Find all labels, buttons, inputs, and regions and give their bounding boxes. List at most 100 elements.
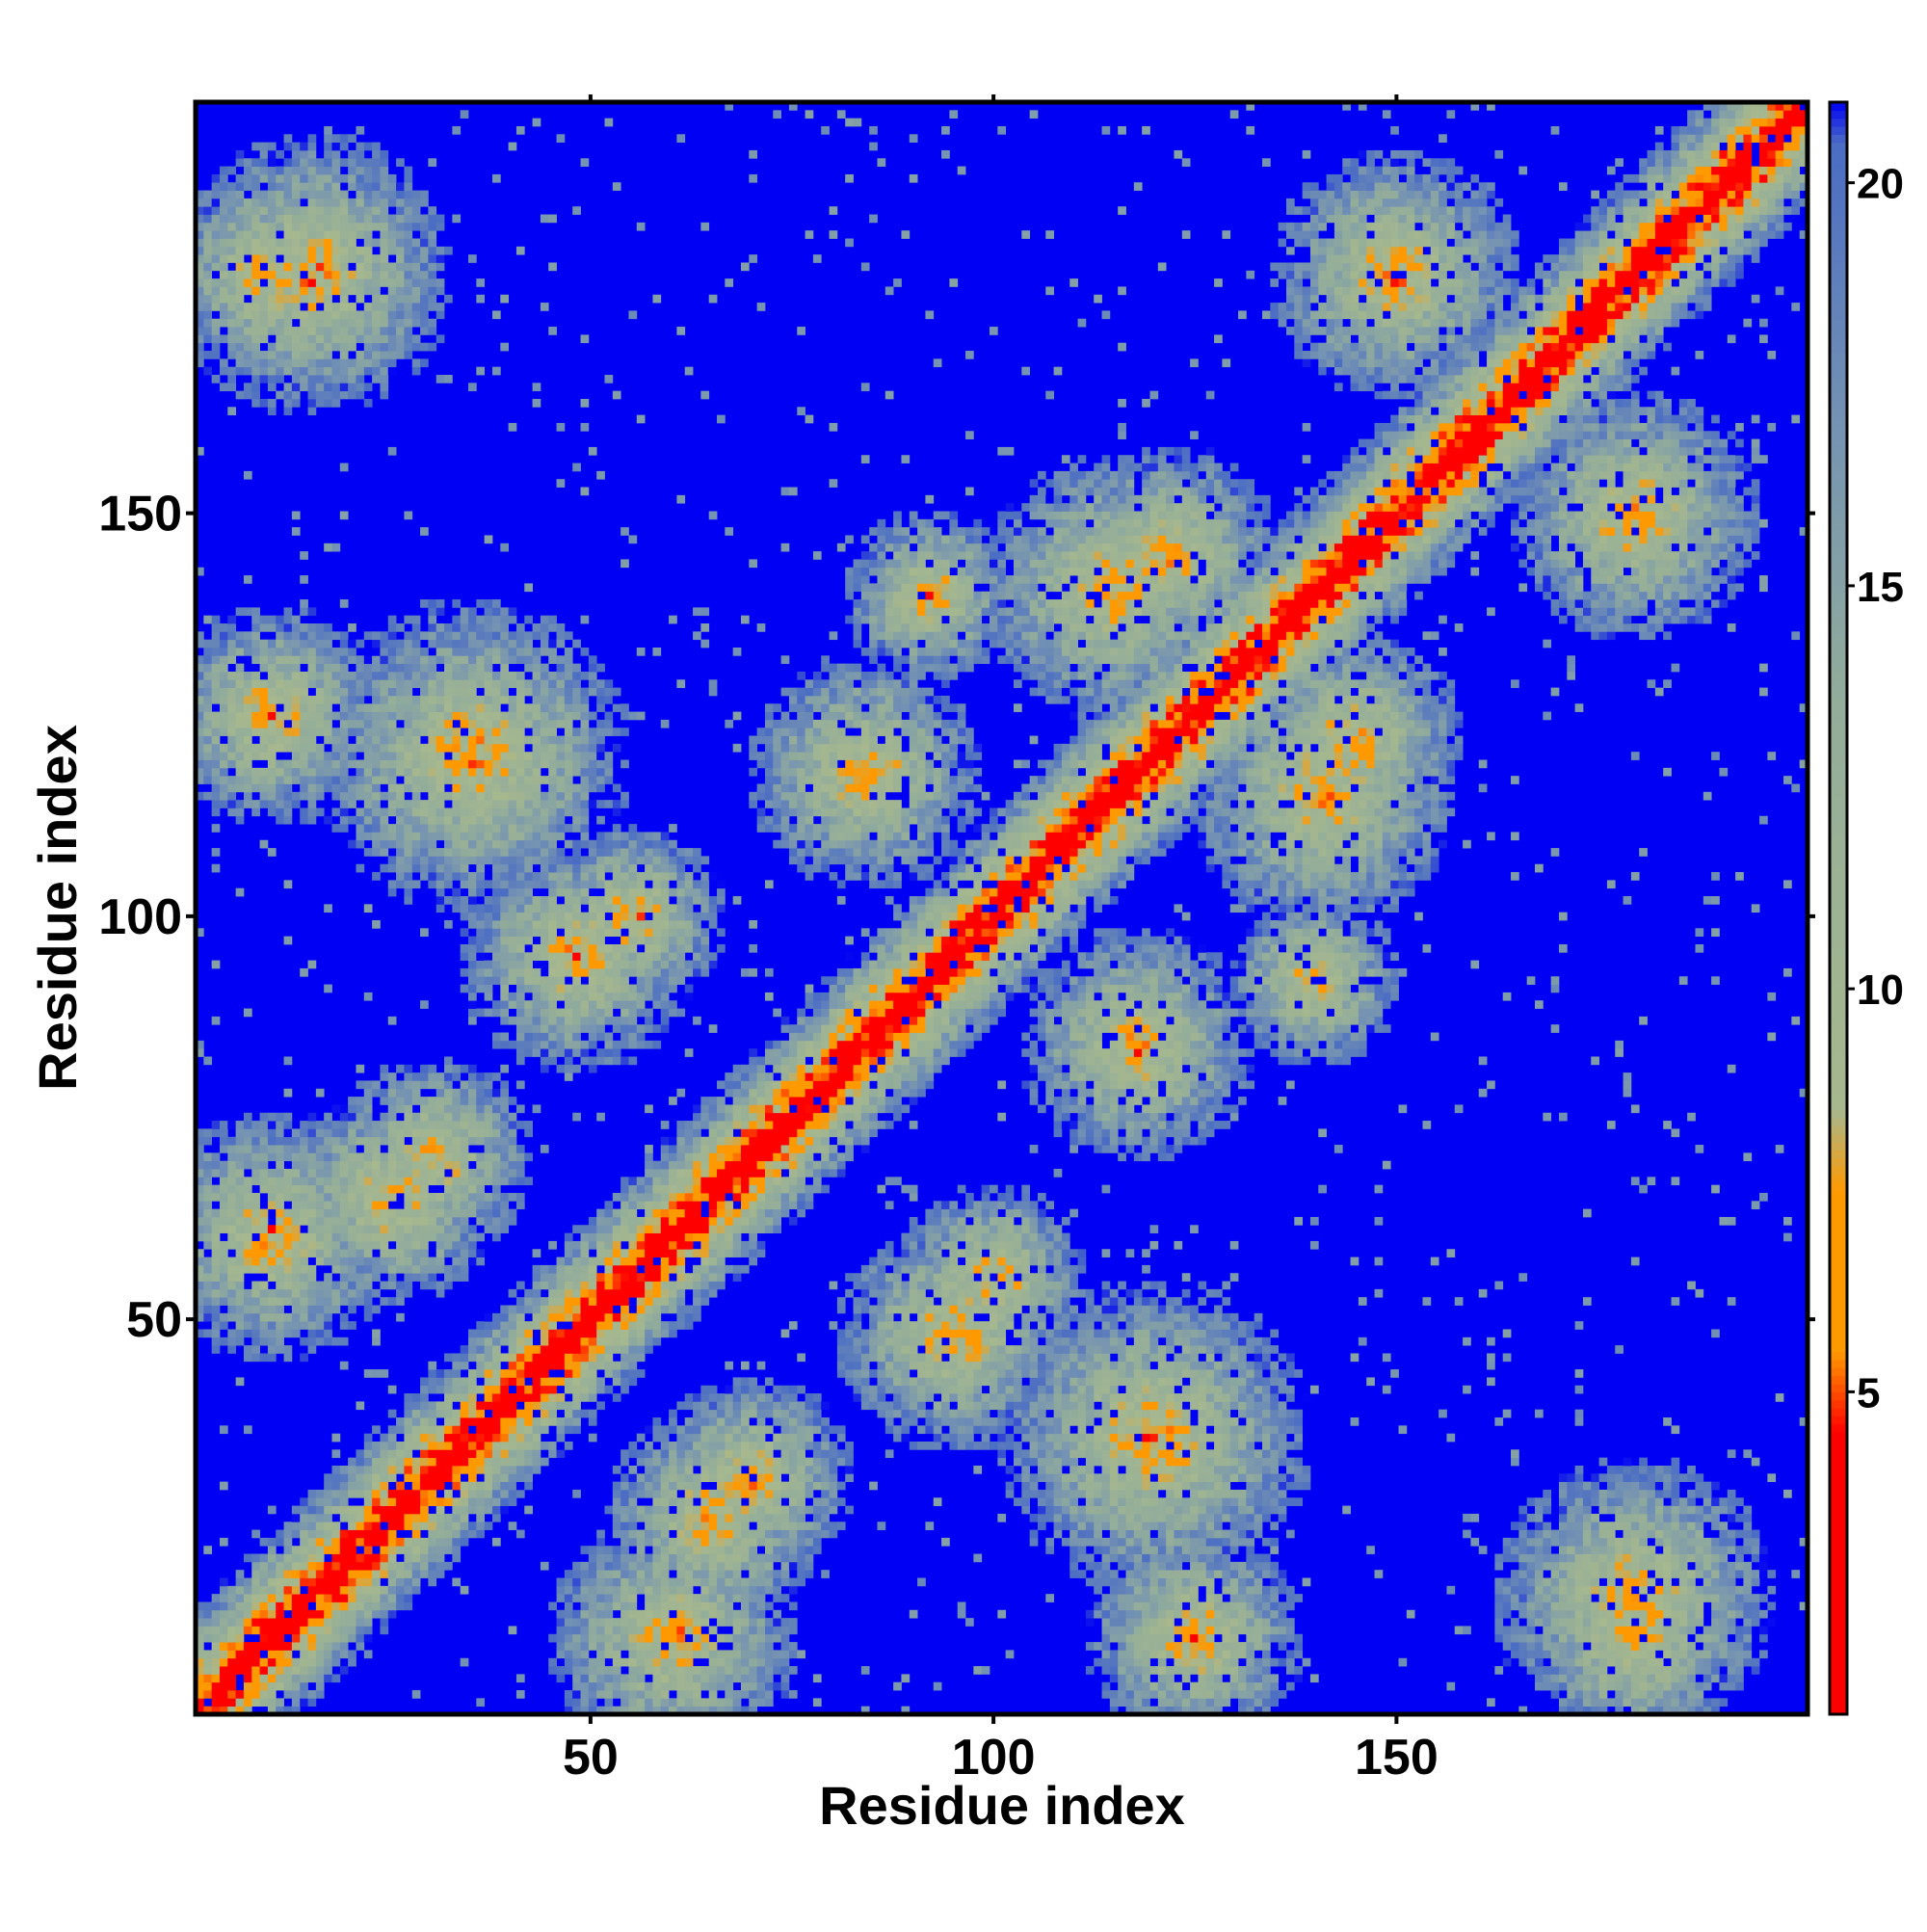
heatmap-cell	[227, 647, 237, 656]
heatmap-cell	[411, 856, 421, 865]
heatmap-cell	[596, 992, 605, 1001]
heatmap-cell	[572, 1345, 581, 1354]
heatmap-cell	[468, 815, 477, 825]
heatmap-cell	[572, 1594, 581, 1602]
heatmap-cell	[515, 759, 525, 769]
heatmap-cell	[363, 1112, 373, 1122]
heatmap-cell	[267, 1264, 277, 1274]
heatmap-cell	[251, 687, 260, 697]
heatmap-cell	[331, 1145, 341, 1153]
heatmap-cell	[219, 294, 228, 304]
heatmap-cell	[564, 960, 573, 969]
heatmap-cell	[515, 943, 525, 953]
heatmap-cell	[339, 1585, 349, 1595]
heatmap-cell	[411, 270, 421, 279]
heatmap-cell	[420, 1208, 429, 1218]
heatmap-cell	[452, 1088, 462, 1098]
heatmap-cell	[235, 1281, 245, 1290]
heatmap-cell	[604, 1257, 614, 1266]
heatmap-cell	[500, 679, 510, 688]
heatmap-cell	[300, 1305, 308, 1314]
heatmap-cell	[219, 1425, 228, 1435]
heatmap-cell	[548, 1657, 557, 1667]
heatmap-cell	[211, 1698, 221, 1707]
heatmap-cell	[339, 1152, 349, 1162]
heatmap-cell	[283, 1561, 293, 1571]
heatmap-cell	[331, 1585, 341, 1595]
heatmap-cell	[404, 327, 413, 335]
heatmap-cell	[300, 1698, 308, 1707]
heatmap-cell	[548, 1385, 557, 1394]
heatmap-cell	[363, 1570, 373, 1578]
heatmap-cell	[380, 238, 389, 248]
heatmap-cell	[532, 679, 541, 688]
heatmap-cell	[235, 334, 245, 344]
heatmap-cell	[604, 1353, 614, 1363]
heatmap-cell	[548, 824, 557, 833]
heatmap-cell	[219, 270, 228, 279]
heatmap-cell	[339, 815, 349, 825]
heatmap-cell	[411, 334, 421, 344]
heatmap-cell	[291, 1208, 301, 1218]
heatmap-cell	[484, 1008, 493, 1018]
heatmap-cell	[227, 1666, 237, 1675]
heatmap-cell	[604, 1216, 614, 1226]
heatmap-cell	[420, 776, 429, 784]
heatmap-cell	[372, 752, 381, 760]
heatmap-cell	[196, 1642, 204, 1651]
heatmap-cell	[500, 919, 510, 929]
heatmap-cell	[508, 928, 517, 938]
heatmap-cell	[372, 375, 381, 384]
heatmap-cell	[196, 1633, 204, 1643]
heatmap-cell	[404, 848, 413, 857]
heatmap-cell	[243, 262, 252, 272]
heatmap-cell	[491, 1505, 501, 1515]
heatmap-cell	[380, 1208, 389, 1218]
heatmap-cell	[524, 872, 533, 881]
heatmap-cell	[276, 366, 284, 376]
heatmap-cell	[356, 824, 365, 833]
heatmap-cell	[380, 1201, 389, 1210]
heatmap-cell	[596, 1361, 605, 1370]
heatmap-cell	[324, 206, 332, 215]
heatmap-cell	[468, 848, 477, 857]
heatmap-cell	[243, 230, 252, 239]
heatmap-cell	[604, 1609, 614, 1619]
heatmap-cell	[211, 230, 221, 239]
heatmap-cell	[227, 246, 237, 255]
heatmap-cell	[540, 936, 549, 945]
heatmap-cell	[564, 1642, 573, 1651]
heatmap-cell	[331, 1192, 341, 1202]
heatmap-cell	[404, 783, 413, 793]
heatmap-cell	[276, 1121, 284, 1129]
heatmap-cell	[339, 695, 349, 704]
heatmap-cell	[196, 198, 204, 207]
heatmap-cell	[515, 1385, 525, 1394]
heatmap-cell	[468, 832, 477, 841]
heatmap-cell	[508, 735, 517, 745]
heatmap-cell	[380, 1497, 389, 1506]
heatmap-cell	[428, 1481, 437, 1491]
heatmap-cell	[420, 1257, 429, 1266]
heatmap-cell	[387, 1088, 397, 1098]
heatmap-cell	[380, 351, 389, 359]
heatmap-cell	[411, 695, 421, 704]
heatmap-cell	[243, 1642, 252, 1651]
heatmap-cell	[291, 1232, 301, 1242]
heatmap-cell	[596, 896, 605, 905]
heatmap-cell	[211, 1264, 221, 1274]
heatmap-cell	[468, 1489, 477, 1498]
heatmap-cell	[300, 1642, 308, 1651]
heatmap-cell	[420, 1553, 429, 1563]
heatmap-cell	[508, 703, 517, 712]
heatmap-cell	[476, 856, 486, 865]
heatmap-cell	[420, 1465, 429, 1474]
heatmap-cell	[380, 278, 389, 287]
heatmap-cell	[532, 1361, 541, 1370]
heatmap-cell	[460, 1345, 469, 1354]
heatmap-cell	[420, 190, 429, 199]
heatmap-cell	[452, 856, 462, 865]
heatmap-cell	[243, 198, 252, 207]
heatmap-cell	[211, 1609, 221, 1619]
heatmap-cell	[604, 1361, 614, 1370]
